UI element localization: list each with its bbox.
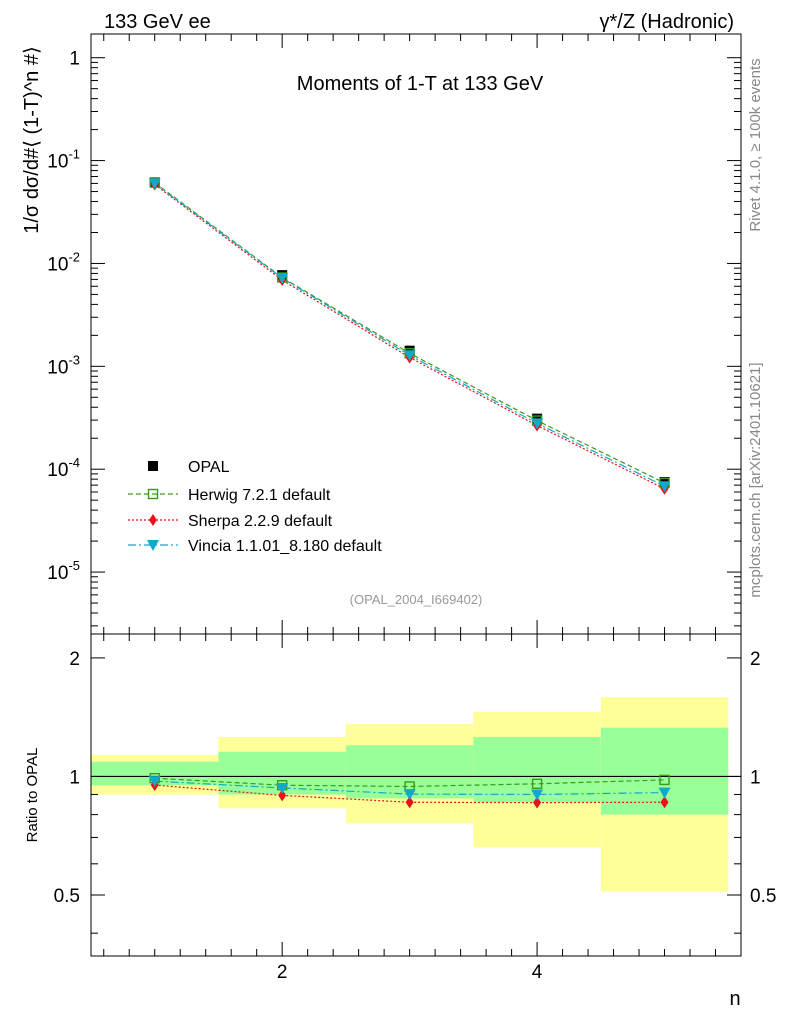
analysis-id-watermark: (OPAL_2004_I669402) [350,592,483,607]
main-plot-y-tick-labels: 1 10-1 10-2 10-3 10-4 10-5 [47,49,80,584]
y-tick-label: 1 [750,767,761,788]
y-tick-label: 0.5 [750,886,776,907]
legend-marker [147,540,159,551]
data-point [531,418,544,430]
ratio-data-point [276,782,289,794]
main-y-axis-label: 1/σ dσ/d#⟨ (1-T)^n #⟩ [21,46,43,234]
header-channel-label: γ*/Z (Hadronic) [600,11,734,33]
ratio-data-point [278,789,287,802]
main-plot-series [148,177,671,495]
y-tick-label: 0.5 [54,886,80,907]
rivet-version-label: Rivet 4.1.0, ≥ 100k events [747,58,764,231]
ratio-data-point [659,774,670,786]
legend-label: OPAL [188,459,230,476]
ratio-series-line [154,780,665,796]
x-tick-label: 2 [277,962,288,983]
legend: OPAL Herwig 7.2.1 default Sherpa 2.2.9 def… [128,459,382,555]
ratio-data-point [403,789,416,801]
y-tick-label: 10-5 [47,558,80,584]
x-axis-label: n [729,988,740,1010]
ratio-data-point [660,796,669,809]
data-point [276,273,289,285]
main-plot-panel: 1 10-1 10-2 10-3 10-4 10-5 Moments of 1-T at … [21,33,742,635]
ratio-data-point [533,796,542,809]
ratio-data-point [531,778,543,789]
ratio-plot-series [148,772,671,809]
legend-label: Herwig 7.2.1 default [188,487,331,504]
ratio-series-line [154,777,665,788]
ratio-plot-frame [90,633,742,957]
ratio-data-point [658,787,671,799]
y-tick-label: 1 [69,767,80,788]
y-tick-label: 1 [69,49,80,70]
plot-title: Moments of 1-T at 133 GeV [297,73,544,95]
ratio-y-tick-labels-left: 0.5 1 2 [54,649,80,907]
ratio-data-point [531,789,544,801]
series-line [154,182,665,484]
legend-marker [149,514,157,526]
legend-label: Vincia 1.1.01_8.180 default [188,538,382,555]
legend-marker [147,488,159,500]
data-point [658,481,671,493]
ratio-data-point [405,796,414,809]
main-plot-ticks [91,34,741,634]
mcplots-credit-label: mcplots.cern.ch [arXiv:2401.10621] [747,362,764,597]
header-process-label: 133 GeV ee [104,11,211,33]
legend-label: Sherpa 2.2.9 default [188,513,333,530]
y-tick-label: 10-2 [47,249,80,275]
data-point [148,178,161,190]
ratio-y-tick-labels-right: 0.5 1 2 [750,649,776,907]
y-tick-label: 10-1 [47,147,80,173]
y-tick-label: 10-4 [47,455,80,481]
data-point [403,350,416,362]
ratio-plot-ticks [91,634,741,956]
y-tick-label: 10-3 [47,352,80,378]
ratio-series-line [154,784,665,804]
ratio-data-point [148,776,161,788]
y-tick-label: 2 [750,649,761,670]
series-line [154,183,665,487]
ratio-y-axis-label: Ratio to OPAL [24,748,41,843]
legend-marker [148,461,158,471]
x-tick-label: 4 [532,962,543,983]
y-tick-label: 2 [69,649,80,670]
series-line [154,184,665,490]
